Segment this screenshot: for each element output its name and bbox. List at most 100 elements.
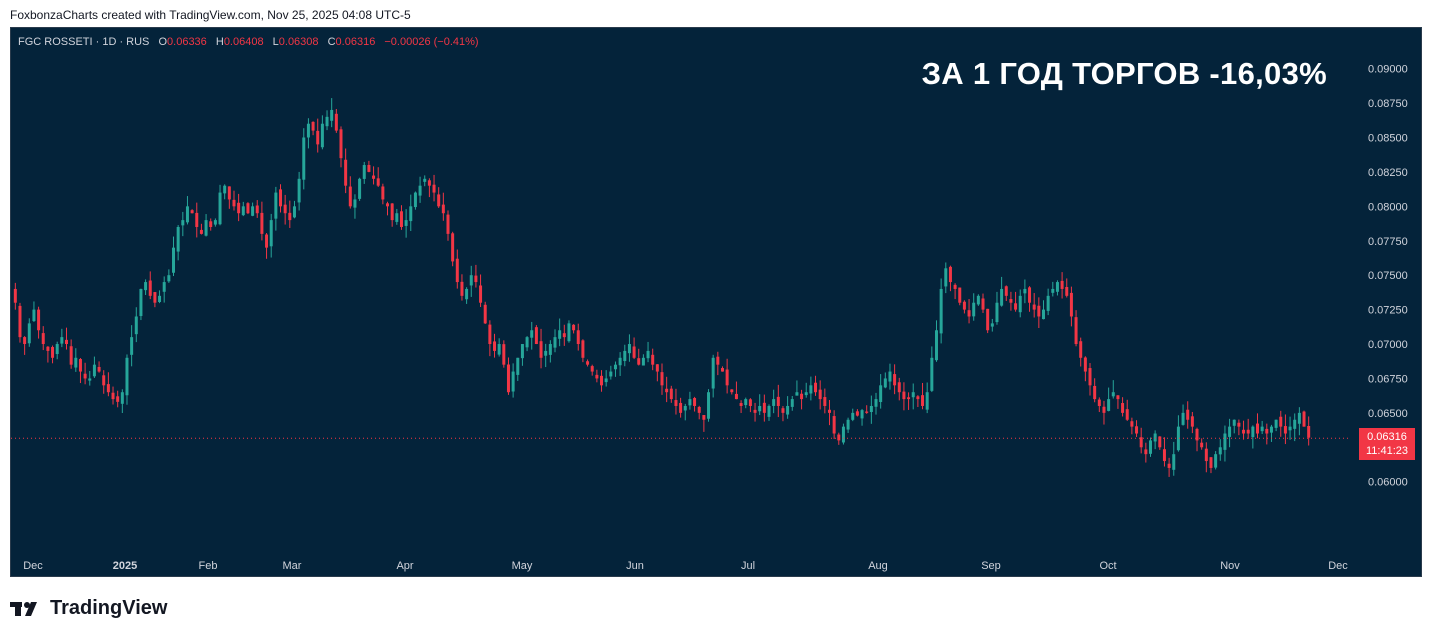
candle bbox=[604, 370, 608, 387]
candle-body bbox=[1302, 411, 1306, 427]
candle-body bbox=[37, 309, 41, 331]
candle-body bbox=[576, 330, 580, 345]
candle bbox=[544, 343, 548, 368]
candle bbox=[1069, 286, 1073, 327]
candle-body bbox=[855, 411, 859, 416]
candle bbox=[781, 406, 785, 422]
candle-body bbox=[78, 359, 82, 372]
last-price-value: 0.06316 bbox=[1367, 431, 1407, 444]
candle bbox=[809, 376, 813, 401]
candle-body bbox=[1200, 442, 1204, 448]
candle bbox=[995, 291, 999, 325]
candle bbox=[1297, 407, 1301, 436]
candle bbox=[986, 308, 990, 334]
candle-body bbox=[199, 229, 203, 234]
candle bbox=[297, 171, 301, 211]
candle bbox=[288, 200, 292, 228]
candle bbox=[1046, 288, 1050, 316]
candle-body bbox=[1125, 409, 1129, 420]
candle bbox=[1116, 395, 1120, 409]
candle-body bbox=[567, 323, 571, 342]
candle-body bbox=[167, 275, 171, 282]
candle bbox=[1232, 419, 1236, 434]
candle-body bbox=[530, 330, 534, 338]
candle-body bbox=[1111, 392, 1115, 397]
x-tick-label: Apr bbox=[396, 560, 413, 572]
candle bbox=[1144, 442, 1148, 463]
candle-body bbox=[1018, 295, 1022, 313]
candle bbox=[948, 265, 952, 292]
candle bbox=[413, 191, 417, 210]
candle bbox=[860, 408, 864, 426]
candle-body bbox=[1162, 449, 1166, 462]
candle bbox=[474, 264, 478, 288]
candle-body bbox=[1014, 303, 1018, 310]
candle-body bbox=[888, 371, 892, 382]
y-tick-label: 0.06500 bbox=[1368, 408, 1408, 420]
chart-panel[interactable]: 0.060000.062500.065000.067500.070000.072… bbox=[10, 27, 1422, 577]
candle-body bbox=[65, 339, 69, 345]
candle-body bbox=[520, 344, 524, 359]
candle-body bbox=[260, 212, 264, 234]
candle bbox=[427, 178, 431, 198]
candle-body bbox=[637, 358, 641, 365]
x-tick-label: Sep bbox=[981, 560, 1001, 572]
candle bbox=[18, 302, 22, 343]
candle bbox=[269, 213, 273, 258]
candlestick-chart[interactable]: 0.060000.062500.065000.067500.070000.072… bbox=[11, 28, 1422, 577]
candle-body bbox=[223, 185, 227, 194]
candle-body bbox=[316, 130, 320, 145]
candle-body bbox=[990, 323, 994, 327]
candle bbox=[1190, 411, 1194, 434]
candle bbox=[590, 364, 594, 376]
candle-body bbox=[1130, 421, 1134, 427]
candle-body bbox=[23, 337, 27, 345]
candle bbox=[60, 328, 64, 348]
brand-footer[interactable]: TradingView bbox=[10, 597, 167, 620]
candle bbox=[223, 184, 227, 200]
candle bbox=[1060, 272, 1064, 299]
candle-body bbox=[534, 327, 538, 345]
candle-body bbox=[753, 409, 757, 413]
candle-body bbox=[586, 361, 590, 365]
candle-body bbox=[488, 324, 492, 345]
candle bbox=[134, 307, 138, 343]
candle bbox=[74, 348, 78, 372]
candle-body bbox=[376, 178, 380, 186]
candle bbox=[1018, 289, 1022, 318]
candle-body bbox=[88, 378, 92, 381]
candle-body bbox=[139, 288, 143, 317]
candle-body bbox=[1032, 304, 1036, 310]
candle-body bbox=[1232, 419, 1236, 426]
candle-body bbox=[562, 333, 566, 338]
candle bbox=[1181, 404, 1185, 426]
candle-body bbox=[1004, 286, 1008, 296]
candle bbox=[88, 370, 92, 386]
y-tick-label: 0.09000 bbox=[1368, 64, 1408, 76]
y-tick-label: 0.07000 bbox=[1368, 339, 1408, 351]
candle bbox=[255, 200, 259, 218]
candle bbox=[1288, 416, 1292, 440]
candle bbox=[302, 128, 306, 190]
candle bbox=[660, 363, 664, 395]
candle bbox=[395, 208, 399, 225]
candle bbox=[283, 194, 287, 225]
candle bbox=[241, 201, 245, 217]
candle-body bbox=[195, 212, 199, 227]
candle-body bbox=[399, 211, 403, 227]
candle bbox=[1237, 419, 1241, 436]
candle bbox=[1214, 451, 1218, 470]
candle-body bbox=[437, 194, 441, 207]
candle-body bbox=[539, 341, 543, 358]
candle-body bbox=[116, 396, 120, 402]
candle bbox=[702, 414, 706, 432]
candle bbox=[1200, 438, 1204, 450]
candle-body bbox=[158, 295, 162, 303]
candle bbox=[1051, 281, 1055, 297]
candle bbox=[1209, 457, 1213, 474]
candle-body bbox=[246, 203, 250, 214]
candle-body bbox=[1223, 433, 1227, 450]
candle bbox=[990, 318, 994, 332]
candle-body bbox=[227, 186, 231, 200]
candle-body bbox=[1148, 440, 1152, 454]
